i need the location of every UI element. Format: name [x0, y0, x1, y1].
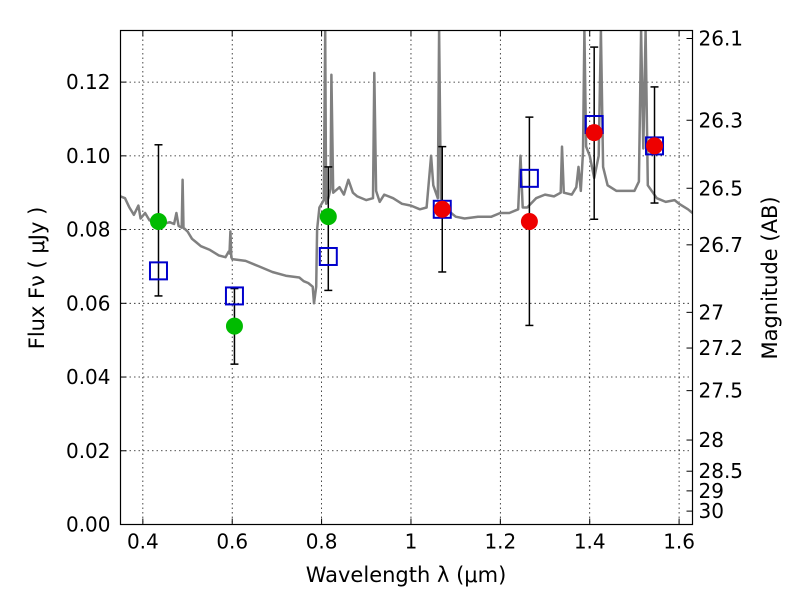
- y2-tick-label: 27.2: [699, 336, 744, 360]
- y2-tick-label: 26.7: [699, 233, 744, 257]
- y-tick-label: 0.04: [66, 365, 111, 389]
- x-tick-label: 1.6: [663, 530, 695, 554]
- x-tick-label: 0.6: [216, 530, 248, 554]
- y2-tick-label: 27: [699, 300, 724, 324]
- y-tick-label: 0.06: [66, 291, 111, 315]
- model-photometry-square: [224, 286, 244, 306]
- x-tick-label: 0.8: [306, 530, 338, 554]
- y2-tick-label: 28: [699, 428, 724, 452]
- observed-flux-point: [433, 200, 451, 218]
- y2-tick-label: 27.5: [699, 379, 744, 403]
- observed-flux-point: [520, 212, 538, 230]
- observed-flux-point: [646, 137, 664, 155]
- y-tick-label: 0.12: [66, 70, 111, 94]
- y2-tick-label: 29: [699, 479, 724, 503]
- y2-tick-label: 30: [699, 499, 724, 523]
- y2-tick-label: 28.5: [699, 459, 744, 483]
- y-tick-label: 0.08: [66, 218, 111, 242]
- observed-flux-point: [585, 124, 603, 142]
- x-tick-label: 1.4: [574, 530, 606, 554]
- observed-flux-point: [225, 317, 243, 335]
- axis-layer: 0.4 0.6 0.8 1 1.2 1.4 1.6 0.00 0.02 0.04 0.06 0.08 0…: [66, 26, 743, 553]
- observed-flux-point: [319, 208, 337, 226]
- y-tick-label: 0.00: [66, 513, 111, 537]
- data-layer: [120, 30, 693, 365]
- y-axis-label: Flux Fν ( μJy ): [25, 207, 49, 350]
- x-tick-label: 1.2: [484, 530, 516, 554]
- y-tick-label: 0.02: [66, 439, 111, 463]
- observed-flux-point: [149, 212, 167, 230]
- y2-tick-label: 26.1: [699, 26, 744, 50]
- model-photometry-square: [519, 168, 539, 188]
- y2-tick-label: 26.3: [699, 108, 744, 132]
- model-photometry-square: [318, 246, 338, 266]
- y2-axis-label: Magnitude (AB): [758, 196, 782, 359]
- model-spectrum-line: [120, 30, 693, 305]
- y2-tick-label: 26.5: [699, 176, 744, 200]
- x-axis-label: Wavelength λ (μm): [306, 563, 507, 587]
- x-tick-label: 1: [405, 530, 418, 554]
- grid-layer: [120, 30, 693, 525]
- x-tick-label: 0.4: [127, 530, 159, 554]
- model-photometry-square: [148, 261, 168, 281]
- plot-frame: [119, 29, 694, 526]
- y-tick-label: 0.10: [66, 144, 111, 168]
